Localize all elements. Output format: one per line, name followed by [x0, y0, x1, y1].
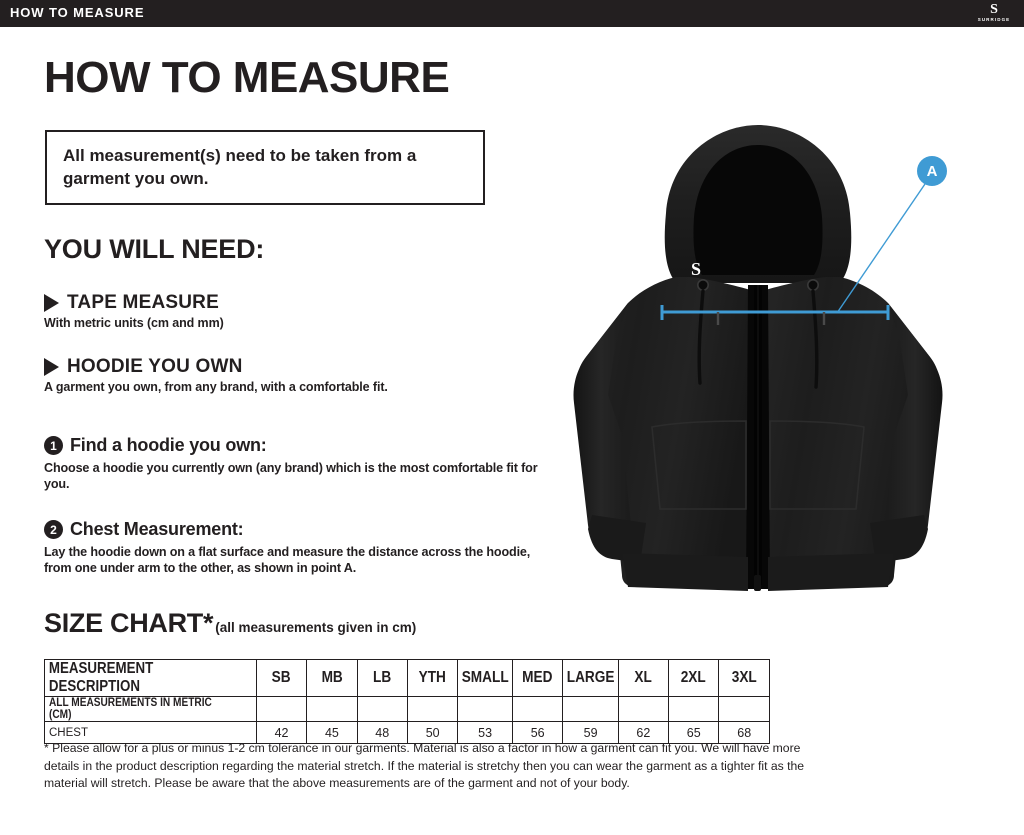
cuff-left [588, 515, 646, 563]
table-cell [718, 696, 770, 722]
table-row: CHEST 42 45 48 50 53 56 59 62 65 68 [44, 721, 770, 744]
step-title: Chest Measurement: [70, 519, 244, 539]
pocket-right [769, 420, 865, 510]
cuff-right [870, 515, 928, 563]
step-2: 2 Chest Measurement: Lay the hoodie down… [44, 519, 554, 576]
hoodie-graphic [573, 125, 943, 591]
table-cell [255, 696, 308, 722]
table-header-cell: YTH [409, 659, 456, 697]
table-header-cell: XL [620, 659, 666, 697]
step-1: 1 Find a hoodie you own: Choose a hoodie… [44, 435, 554, 492]
table-header-cell: SMALL [460, 659, 510, 697]
surridge-wordmark: SURRIDGE [977, 17, 1011, 22]
you-will-need-heading: YOU WILL NEED: [44, 234, 265, 264]
hood-lining [693, 145, 823, 275]
table-cell: 42 [255, 721, 308, 744]
top-bar: HOW TO MEASURE S SURRIDGE [0, 0, 1024, 27]
table-header-cell: MB [309, 659, 355, 697]
table-header-row: MEASUREMENT DESCRIPTION SB MB LB YTH SMA… [44, 659, 770, 697]
size-chart-heading: SIZE CHART* (all measurements given in c… [44, 608, 416, 639]
need-item-tape-measure: TAPE MEASURE With metric units (cm and m… [44, 292, 224, 330]
size-chart-title: SIZE CHART* [44, 608, 214, 638]
waistband-right [768, 553, 894, 591]
step-body: Lay the hoodie down on a flat surface an… [44, 545, 531, 576]
size-chart-note: (all measurements given in cm) [215, 620, 417, 635]
zipper-pull [754, 575, 761, 591]
table-cell: 68 [718, 721, 770, 744]
table-cell [617, 696, 669, 722]
eyelet-left [697, 279, 710, 292]
need-item-title: HOODIE YOU OWN [67, 356, 243, 377]
table-cell: 50 [406, 721, 459, 744]
table-cell: 65 [667, 721, 720, 744]
measurement-marker-a: A [917, 156, 947, 186]
table-cell: 45 [306, 721, 358, 744]
table-cell: 56 [511, 721, 564, 744]
table-row-metric: ALL MEASUREMENTS IN METRIC (CM) [44, 696, 770, 722]
top-bar-title: HOW TO MEASURE [10, 5, 145, 20]
step-number-badge: 2 [44, 520, 63, 539]
need-item-subtitle: A garment you own, from any brand, with … [44, 380, 388, 394]
table-header-cell: MEASUREMENT DESCRIPTION [44, 659, 228, 697]
sleeve-left [573, 303, 634, 555]
footnote-text: * Please allow for a plus or minus 1-2 c… [44, 741, 805, 791]
table-header-cell: LARGE [565, 659, 616, 697]
table-cell [562, 696, 619, 722]
step-body: Choose a hoodie you currently own (any b… [44, 461, 538, 492]
page-title: HOW TO MEASURE [44, 53, 450, 102]
need-item-title: TAPE MEASURE [67, 292, 219, 313]
table-cell [306, 696, 358, 722]
size-chart-table: MEASUREMENT DESCRIPTION SB MB LB YTH SMA… [44, 659, 770, 744]
table-header-cell: SB [258, 659, 305, 697]
sleeve-right [882, 303, 943, 555]
surridge-logo: S SURRIDGE [972, 1, 1016, 26]
table-cell [406, 696, 459, 722]
table-cell: 53 [457, 721, 513, 744]
table-header-cell: LB [359, 659, 405, 697]
step-number-badge: 1 [44, 436, 63, 455]
table-header-cell: MED [514, 659, 561, 697]
triangle-bullet-icon [44, 294, 59, 312]
surridge-monogram-icon: S [990, 2, 998, 17]
drawstring-left [697, 289, 705, 385]
drawstring-right [811, 289, 819, 389]
table-cell [511, 696, 564, 722]
table-cell-row-label: CHEST [44, 721, 257, 744]
table-cell [667, 696, 720, 722]
table-cell: 62 [617, 721, 669, 744]
need-item-subtitle: With metric units (cm and mm) [44, 316, 224, 330]
table-cell-metric-label: ALL MEASUREMENTS IN METRIC (CM) [44, 696, 232, 722]
table-header-cell: 2XL [671, 659, 717, 697]
need-item-hoodie: HOODIE YOU OWN A garment you own, from a… [44, 356, 388, 394]
table-cell [457, 696, 513, 722]
eyelet-right [806, 279, 819, 292]
callout-text: All measurement(s) need to be taken from… [63, 145, 417, 188]
table-cell: 48 [356, 721, 408, 744]
step-title: Find a hoodie you own: [70, 435, 267, 455]
pocket-left [651, 420, 747, 510]
waistband-left [622, 553, 748, 591]
hoodie-illustration: S [548, 105, 968, 615]
table-cell: 59 [562, 721, 619, 744]
table-header-cell: 3XL [721, 659, 767, 697]
table-cell [356, 696, 408, 722]
chest-logo: S [691, 259, 702, 279]
callout-box: All measurement(s) need to be taken from… [45, 130, 485, 205]
triangle-bullet-icon [44, 358, 59, 376]
